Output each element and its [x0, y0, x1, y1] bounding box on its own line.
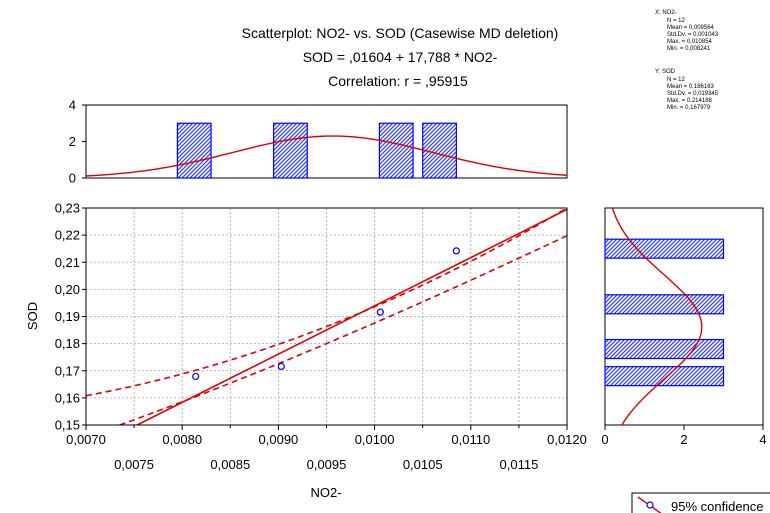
- top-hist-normal-curve: [86, 135, 567, 177]
- stats-y-label: Y: SOD: [655, 69, 676, 75]
- y-tick-label: 0,18: [55, 336, 80, 351]
- right-hist-bar: [604, 338, 725, 360]
- x-minor-tick-label: 0,0095: [307, 457, 347, 472]
- stats-y-line: N = 12: [667, 77, 686, 83]
- y-tick-label: 0,17: [55, 363, 80, 378]
- confidence-band-lower: [119, 234, 567, 425]
- x-minor-tick-label: 0,0115: [500, 457, 539, 472]
- top-hist-bar: [272, 122, 308, 179]
- x-minor-tick-label: 0,0085: [210, 457, 250, 472]
- stats-x-label: X: NO2-: [655, 10, 677, 16]
- chart-title: Scatterplot: NO2- vs. SOD (Casewise MD d…: [242, 25, 559, 41]
- legend: 95% confidence: [631, 492, 770, 513]
- x-tick-label: 0,0080: [162, 432, 202, 447]
- top-hist-frame: [85, 104, 568, 179]
- stats-x-line: Max. = 0,010854: [667, 39, 713, 45]
- right-hist-tick-label: 4: [759, 432, 766, 447]
- top-hist-bar: [422, 122, 457, 179]
- top-hist-bar: [176, 122, 212, 179]
- data-point: [452, 247, 460, 255]
- regression-line: [135, 208, 567, 425]
- x-tick-label: 0,0090: [259, 432, 299, 447]
- y-tick-label: 0,20: [55, 282, 80, 297]
- y-tick-label: 0,19: [55, 309, 80, 324]
- stats-y-line: Min. = 0,167979: [667, 105, 711, 111]
- right-hist-normal-curve: [611, 208, 703, 425]
- top-hist-tick-label: 4: [69, 98, 76, 113]
- y-tick-label: 0,16: [55, 390, 80, 405]
- data-point: [277, 362, 285, 371]
- x-minor-tick-label: 0,0075: [114, 457, 154, 472]
- y-tick-label: 0,21: [55, 255, 80, 270]
- x-tick-label: 0,0110: [451, 432, 490, 447]
- right-hist-bar: [604, 366, 725, 387]
- stats-y-line: Mean = 0,186163: [667, 84, 715, 90]
- chart-correlation: Correlation: r = ,95915: [328, 73, 468, 89]
- top-histogram: 0 2 4: [69, 98, 568, 186]
- right-hist-bar: [604, 294, 725, 315]
- right-hist-bar: [604, 238, 725, 259]
- x-axis-label: NO2-: [310, 485, 341, 500]
- legend-marker-icon: [646, 501, 654, 509]
- stats-x-line: Std.Dv. = 0,001043: [667, 32, 719, 38]
- data-point: [192, 372, 200, 381]
- x-tick-label: 0,0070: [66, 432, 106, 447]
- legend-label: 95% confidence: [671, 499, 764, 513]
- legend-box: [631, 492, 770, 513]
- x-tick-label: 0,0100: [355, 432, 395, 447]
- top-hist-tick-label: 2: [69, 134, 76, 149]
- y-axis-label: SOD: [25, 302, 40, 330]
- y-tick-label: 0,23: [55, 201, 80, 216]
- chart-subtitle: SOD = ,01604 + 17,788 * NO2-: [303, 49, 498, 65]
- top-hist-bar: [378, 122, 414, 179]
- x-tick-label: 0,0120: [547, 432, 587, 447]
- confidence-band-upper: [86, 208, 567, 397]
- data-point: [376, 308, 384, 316]
- stats-x-line: Mean = 0,009564: [667, 25, 715, 31]
- stats-x-line: Min. = 0,008241: [667, 46, 711, 52]
- right-hist-curve-group: [611, 208, 703, 425]
- right-hist-tick-label: 2: [680, 432, 687, 447]
- main-plot: 0,0070 0,0080 0,0090 0,0100 0,0110 0,0120 0,00…: [55, 201, 587, 473]
- right-hist-tick-label: 0: [601, 432, 608, 447]
- right-histogram: 0 2 4: [601, 207, 767, 447]
- stats-y-block: Y: SOD N = 12 Mean = 0,186163 Std.Dv. = …: [655, 69, 719, 111]
- top-hist-tick-label: 0: [69, 171, 76, 186]
- stats-y-line: Std.Dv. = 0,019345: [667, 91, 719, 97]
- top-hist-curve-group: [86, 135, 567, 177]
- y-tick-label: 0,15: [55, 418, 80, 433]
- y-tick-label: 0,22: [55, 228, 80, 243]
- x-minor-tick-label: 0,0105: [403, 457, 443, 472]
- plot-series-group: [86, 208, 567, 425]
- stats-x-block: X: NO2- N = 12 Mean = 0,009564 Std.Dv. =…: [655, 10, 719, 52]
- stats-y-line: Max. = 0,214188: [667, 98, 713, 104]
- stats-x-line: N = 12: [667, 18, 686, 24]
